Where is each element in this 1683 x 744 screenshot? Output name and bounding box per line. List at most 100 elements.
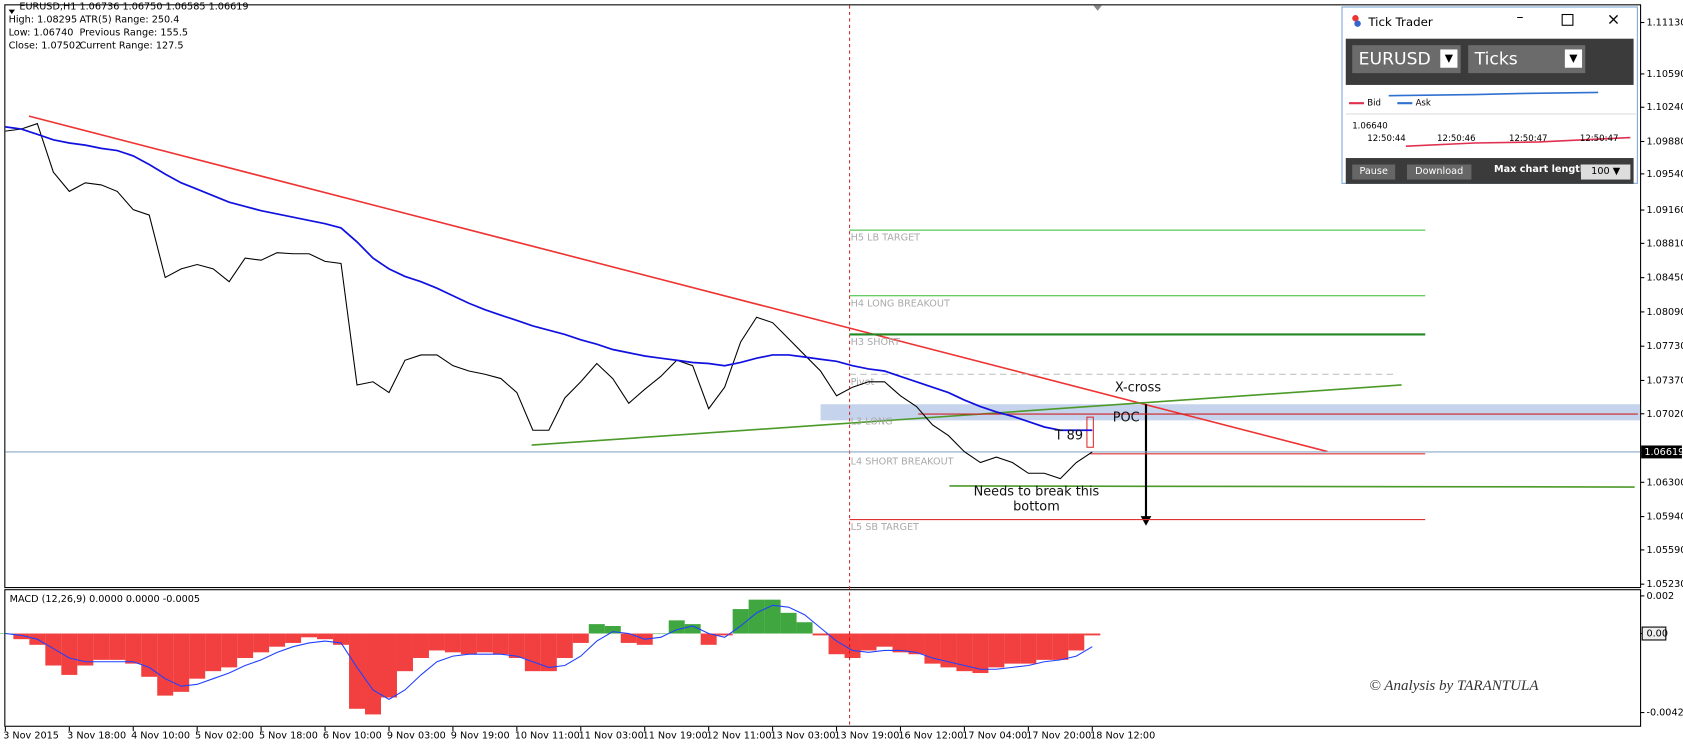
ask-line	[1388, 91, 1599, 97]
histogram-bar	[1052, 633, 1069, 660]
y-tick-label: 1.05940	[1646, 512, 1683, 523]
x-tick-label: 17 Nov 04:00	[962, 730, 1027, 741]
histogram-bar	[61, 633, 78, 675]
download-button[interactable]: Download	[1406, 164, 1472, 180]
histogram-bar	[221, 633, 238, 668]
mode-select[interactable]: Ticks ▼	[1468, 45, 1586, 74]
histogram-bar	[684, 624, 701, 634]
y-tick-label: 1.07020	[1646, 409, 1683, 420]
x-tick-label: 5 Nov 18:00	[259, 730, 318, 741]
x-tick-label: 17 Nov 20:00	[1026, 730, 1091, 741]
info-text: High: 1.08295	[8, 15, 78, 26]
symbol-select[interactable]: EURUSD ▼	[1352, 45, 1461, 74]
y-tick-label: 1.08810	[1646, 238, 1683, 249]
x-tick-label: 9 Nov 19:00	[451, 730, 510, 741]
candle-highlight	[1086, 416, 1094, 448]
arrow-head	[1140, 516, 1152, 526]
x-tick-label: 3 Nov 2015	[3, 730, 59, 741]
y-tick-label: 1.06300	[1646, 477, 1683, 488]
histogram-bar	[668, 620, 685, 634]
histogram-bar	[620, 633, 637, 643]
histogram-bar	[588, 624, 605, 634]
price-label: 1.06640	[1352, 121, 1387, 131]
current-price-label: 1.06619	[1644, 447, 1683, 458]
histogram-bar	[828, 633, 845, 655]
x-tick-label: 3 Nov 18:00	[67, 730, 126, 741]
info-text: Current Range: 127.5	[79, 40, 184, 52]
histogram-bar	[237, 633, 254, 658]
annotation: Needs to break this bottom	[973, 483, 1100, 514]
histogram-bar	[524, 633, 541, 672]
histogram-bar	[476, 633, 493, 653]
histogram-bar	[380, 633, 397, 698]
histogram-bar	[1068, 633, 1085, 651]
histogram-bar	[700, 633, 717, 645]
x-tick-label: 16 Nov 12:00	[898, 730, 963, 741]
minimize-button[interactable]: –	[1516, 9, 1524, 26]
histogram-bar	[77, 633, 94, 666]
x-tick-label: 18 Nov 12:00	[1090, 730, 1155, 741]
y-tick-label: 1.08090	[1646, 307, 1683, 318]
histogram-bar	[796, 622, 813, 634]
histogram-bar	[604, 626, 621, 634]
histogram-bar	[301, 633, 318, 638]
histogram-bar	[444, 633, 461, 653]
time-label: 12:50:44	[1367, 134, 1406, 144]
y-tick-label: 1.05590	[1646, 545, 1683, 556]
macd-frame	[4, 589, 1642, 727]
zero-badge	[1641, 626, 1667, 641]
x-tick-label: 4 Nov 10:00	[131, 730, 190, 741]
x-tick-label: 13 Nov 19:00	[834, 730, 899, 741]
time-label: 12:50:46	[1437, 134, 1476, 144]
window-title: Tick Trader	[1368, 15, 1433, 30]
poc-zone	[820, 404, 1641, 421]
info-text: Low: 1.06740	[8, 27, 74, 39]
histogram-bar	[508, 633, 525, 658]
histogram-bar	[716, 633, 733, 636]
histogram-bar	[940, 633, 957, 668]
tick-trader-window: Tick Trader – × EURUSD ▼ Ticks ▼ Bid Ask 1…	[1341, 6, 1638, 184]
y-tick-label: 1.05230	[1646, 579, 1683, 590]
x-tick-label: 10 Nov 11:00	[515, 730, 580, 741]
level-label: H4 LONG BREAKOUT	[851, 298, 950, 309]
histogram-bar	[748, 599, 765, 634]
dropdown-arrow: ▼	[1440, 49, 1458, 68]
series-line	[5, 125, 1093, 432]
x-tick-label: 13 Nov 03:00	[770, 730, 835, 741]
current-price-badge	[1641, 445, 1682, 459]
length-label: Max chart length:	[1493, 164, 1591, 176]
y-tick-label: 1.10240	[1646, 102, 1683, 113]
info-text: ATR(5) Range: 250.4	[79, 15, 180, 26]
histogram-bar	[269, 633, 286, 647]
y-tick-label: 1.09880	[1646, 137, 1683, 148]
histogram-bar	[876, 633, 893, 647]
footer-bar: Pause Download Max chart length: 100 ▼	[1345, 158, 1634, 184]
histogram-bar	[125, 633, 142, 664]
x-tick-label: 6 Nov 10:00	[323, 730, 382, 741]
x-tick-label: 11 Nov 19:00	[643, 730, 708, 741]
maximize-button[interactable]	[1561, 13, 1574, 26]
level-label: L4 SHORT BREAKOUT	[851, 456, 954, 467]
histogram-bar	[556, 633, 573, 658]
histogram-bar	[13, 633, 30, 640]
histogram-bar	[428, 633, 445, 651]
symbol: EURUSD	[1358, 48, 1431, 69]
y-tick-label: 1.07370	[1646, 375, 1683, 386]
histogram-bar	[460, 633, 477, 655]
level-label: H5 LB TARGET	[851, 233, 921, 244]
histogram-bar	[540, 633, 557, 672]
length-select[interactable]: 100 ▼	[1580, 164, 1631, 180]
info-text: Previous Range: 155.5	[79, 27, 189, 39]
pause-button[interactable]: Pause	[1352, 164, 1396, 180]
histogram-bar	[253, 633, 270, 653]
info-text: Close: 1.07502	[8, 40, 82, 52]
trend-line	[531, 384, 1402, 446]
histogram-bar	[892, 633, 909, 653]
y-tick-label: 1.11130	[1646, 18, 1683, 29]
histogram-bar	[285, 633, 302, 643]
close-button[interactable]: ×	[1606, 9, 1621, 30]
y-tick-label: 0.002	[1646, 591, 1674, 602]
y-tick-label: 1.08450	[1646, 273, 1683, 284]
annotation: X-cross	[1114, 379, 1162, 395]
